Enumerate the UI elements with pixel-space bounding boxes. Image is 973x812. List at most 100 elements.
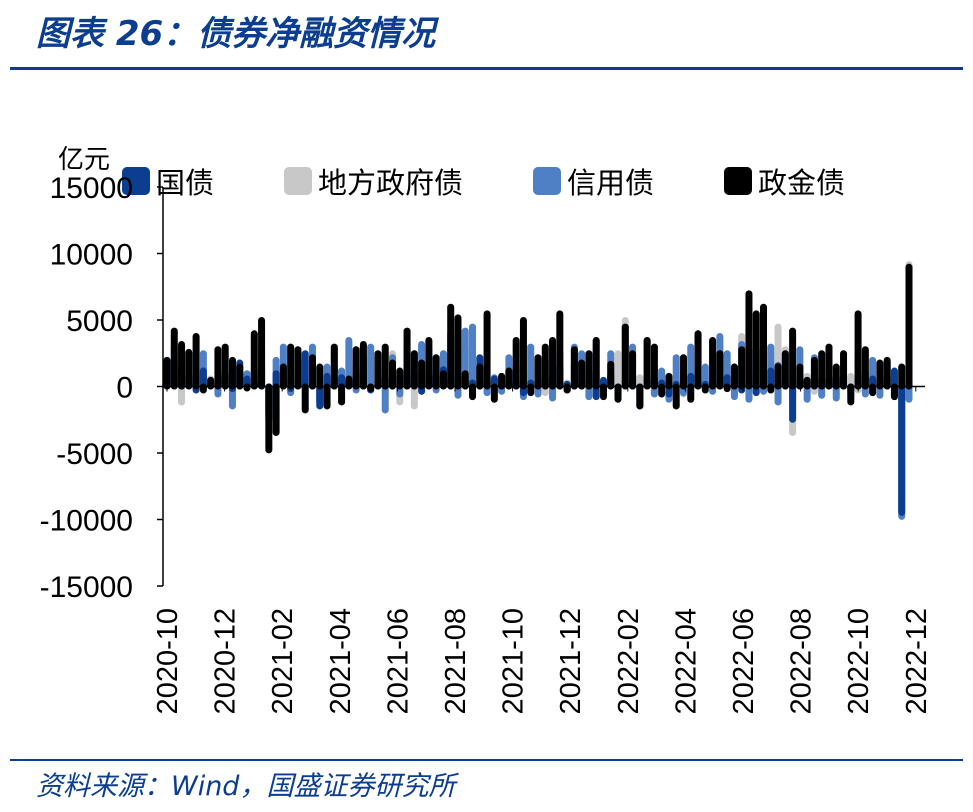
x-tick-label: 2021-06: [382, 608, 414, 714]
x-tick-label: 2022-06: [728, 608, 760, 714]
zhengjinzhai-bar: [745, 290, 753, 390]
zhengjinzhai-bar: [345, 375, 353, 390]
y-tick-label: 15000: [50, 172, 133, 205]
zhengjinzhai-bar: [228, 356, 236, 390]
x-tick-label: 2020-12: [210, 608, 242, 714]
chart-marks: [163, 261, 913, 520]
zhengjinzhai-bar: [519, 317, 527, 390]
guozhai-bar: [301, 350, 309, 390]
zhengjinzhai-bar: [512, 336, 520, 390]
y-tick-label: -15000: [40, 571, 133, 604]
zhengjinzhai-bar: [381, 343, 389, 390]
zhengjinzhai-bar: [279, 363, 287, 390]
legend-swatch-difangzhengfuzhai: [284, 167, 313, 195]
zhengjinzhai-bar: [774, 363, 782, 390]
x-tick-label: 2022-04: [670, 608, 702, 714]
zhengjinzhai-bar: [636, 383, 644, 410]
zhengjinzhai-bar: [643, 336, 651, 390]
zhengjinzhai-bar: [672, 383, 680, 410]
zhengjinzhai-bar: [447, 303, 455, 390]
y-tick-label: 10000: [50, 239, 133, 272]
zhengjinzhai-bar: [767, 383, 775, 394]
chart-axes: 15000 10000 5000 0 -5000 -10000 -15000 2020-10 2…: [40, 172, 933, 714]
zhengjinzhai-bar: [570, 346, 578, 390]
legend-item-xinyongzhai: 信用债: [533, 160, 654, 202]
guozhai-bar: [898, 383, 906, 516]
x-tick-label: 2022-08: [786, 608, 818, 714]
zhengjinzhai-bar: [418, 359, 426, 390]
zhengjinzhai-bar: [308, 354, 316, 390]
zhengjinzhai-bar: [694, 330, 702, 390]
zhengjinzhai-bar: [323, 383, 331, 410]
zhengjinzhai-bar: [316, 363, 324, 390]
legend-swatch-zhengjinzhai: [724, 167, 753, 195]
zhengjinzhai-bar: [549, 336, 557, 390]
zhengjinzhai-bar: [665, 372, 673, 390]
zhengjinzhai-bar: [810, 356, 818, 390]
zhengjinzhai-bar: [556, 310, 564, 390]
zhengjinzhai-bar: [236, 363, 244, 390]
zhengjinzhai-bar: [890, 383, 898, 401]
zhengjinzhai-bar: [170, 327, 178, 390]
zhengjinzhai-bar: [163, 356, 171, 390]
zhengjinzhai-bar: [876, 359, 884, 390]
zhengjinzhai-bar: [679, 354, 687, 390]
zhengjinzhai-bar: [592, 336, 600, 390]
zhengjinzhai-bar: [214, 346, 222, 390]
difangzhengfuzhai-bar: [410, 383, 418, 410]
legend: 国债 地方政府债 信用债 政金债: [122, 160, 845, 202]
zhengjinzhai-bar: [803, 376, 811, 390]
zhengjinzhai-bar: [250, 330, 258, 390]
guozhai-bar: [789, 383, 797, 423]
legend-swatch-xinyongzhai: [533, 167, 562, 195]
legend-swatch-guozhai: [122, 167, 150, 195]
zhengjinzhai-bar: [410, 350, 418, 390]
guozhai-bar: [316, 383, 324, 410]
zhengjinzhai-bar: [425, 336, 433, 390]
xinyongzhai-bar: [469, 323, 477, 390]
x-tick-label: 2021-08: [440, 608, 472, 714]
zhengjinzhai-bar: [789, 327, 797, 390]
zhengjinzhai-bar: [869, 383, 877, 397]
zhengjinzhai-bar: [607, 360, 615, 390]
zhengjinzhai-bar: [730, 363, 738, 390]
zhengjinzhai-bar: [199, 383, 207, 394]
xinyongzhai-bar: [527, 343, 535, 390]
zhengjinzhai-bar: [207, 376, 215, 390]
xinyongzhai-bar: [381, 383, 389, 414]
zhengjinzhai-bar: [650, 343, 658, 390]
chart-title: 图表 26：债券净融资情况: [36, 14, 436, 54]
legend-label: 政金债: [758, 166, 846, 200]
zhengjinzhai-bar: [840, 350, 848, 390]
zhengjinzhai-bar: [898, 363, 906, 390]
zhengjinzhai-bar: [301, 383, 309, 414]
zhengjinzhai-bar: [883, 356, 891, 390]
y-tick-label: -10000: [40, 505, 133, 538]
zhengjinzhai-bar: [432, 354, 440, 390]
legend-label: 国债: [156, 166, 215, 200]
zhengjinzhai-bar: [534, 354, 542, 390]
zhengjinzhai-bar: [389, 359, 397, 390]
source-note: 资料来源：Wind，国盛证券研究所: [36, 771, 456, 802]
zhengjinzhai-bar: [658, 383, 666, 398]
zhengjinzhai-bar: [752, 310, 760, 390]
xinyongzhai-bar: [367, 343, 375, 390]
zhengjinzhai-bar: [352, 346, 360, 390]
zhengjinzhai-bar: [629, 350, 637, 390]
zhengjinzhai-bar: [701, 383, 709, 394]
zhengjinzhai-bar: [861, 346, 869, 390]
zhengjinzhai-bar: [832, 363, 840, 390]
zhengjinzhai-bar: [716, 350, 724, 390]
zhengjinzhai-bar: [738, 346, 746, 390]
zhengjinzhai-bar: [192, 332, 200, 390]
zhengjinzhai-bar: [178, 340, 186, 390]
zhengjinzhai-bar: [723, 383, 731, 393]
legend-item-guozhai: 国债: [122, 160, 214, 202]
zhengjinzhai-bar: [563, 383, 571, 394]
xinyongzhai-bar: [672, 354, 680, 390]
zhengjinzhai-bar: [709, 336, 717, 390]
source-rule: [10, 759, 963, 761]
zhengjinzhai-bar: [221, 343, 229, 390]
legend-item-difangzhengfuzhai: 地方政府债: [284, 160, 463, 202]
